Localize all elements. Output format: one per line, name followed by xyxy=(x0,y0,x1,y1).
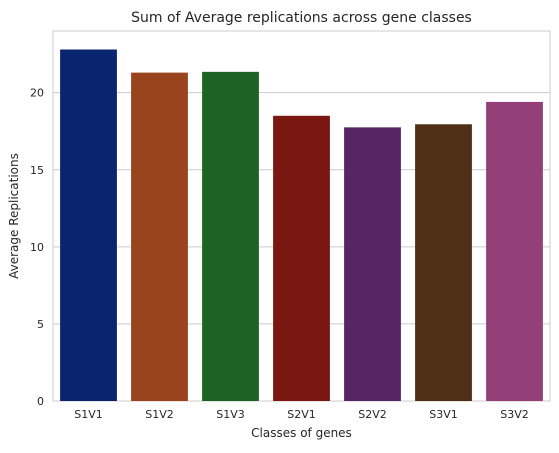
y-axis-label: Average Replications xyxy=(7,153,21,279)
x-tick-label-s1v3: S1V3 xyxy=(216,408,245,421)
bar-s1v1 xyxy=(60,49,117,401)
bar-s2v2 xyxy=(344,127,401,402)
ticks-layer: 0 5 10 15 20 S1V1 S1V2 S1V3 S2V1 S2V2 S3V1 S3V2 xyxy=(30,87,529,421)
x-tick-label-s1v1: S1V1 xyxy=(74,408,103,421)
y-tick-label-1: 5 xyxy=(37,318,44,331)
y-tick-label-4: 20 xyxy=(30,87,44,100)
y-tick-label-0: 0 xyxy=(37,395,44,408)
x-tick-label-s2v1: S2V1 xyxy=(287,408,316,421)
y-tick-label-3: 15 xyxy=(30,164,44,177)
bars-layer xyxy=(60,49,543,402)
x-tick-label-s2v2: S2V2 xyxy=(358,408,387,421)
bar-s1v3 xyxy=(202,71,259,402)
x-axis-label: Classes of genes xyxy=(251,426,352,440)
x-tick-label-s3v1: S3V1 xyxy=(429,408,458,421)
bar-s3v1 xyxy=(415,124,472,401)
x-tick-label-s3v2: S3V2 xyxy=(500,408,529,421)
bar-s2v1 xyxy=(273,115,330,402)
chart-title: Sum of Average replications across gene … xyxy=(131,10,472,26)
bar-s1v2 xyxy=(131,72,188,401)
y-tick-label-2: 10 xyxy=(30,241,44,254)
x-tick-label-s1v2: S1V2 xyxy=(145,408,174,421)
bar-s3v2 xyxy=(486,101,543,402)
